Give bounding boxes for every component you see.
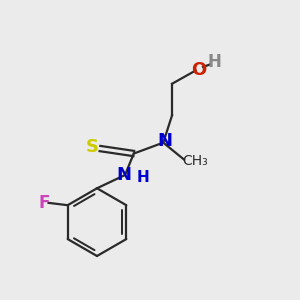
Text: H: H [137, 170, 150, 185]
Text: F: F [38, 194, 50, 212]
Text: O: O [191, 61, 206, 79]
Text: N: N [116, 166, 131, 184]
Text: S: S [86, 138, 99, 156]
Text: CH₃: CH₃ [182, 154, 208, 168]
Text: N: N [157, 132, 172, 150]
Text: H: H [208, 53, 222, 71]
